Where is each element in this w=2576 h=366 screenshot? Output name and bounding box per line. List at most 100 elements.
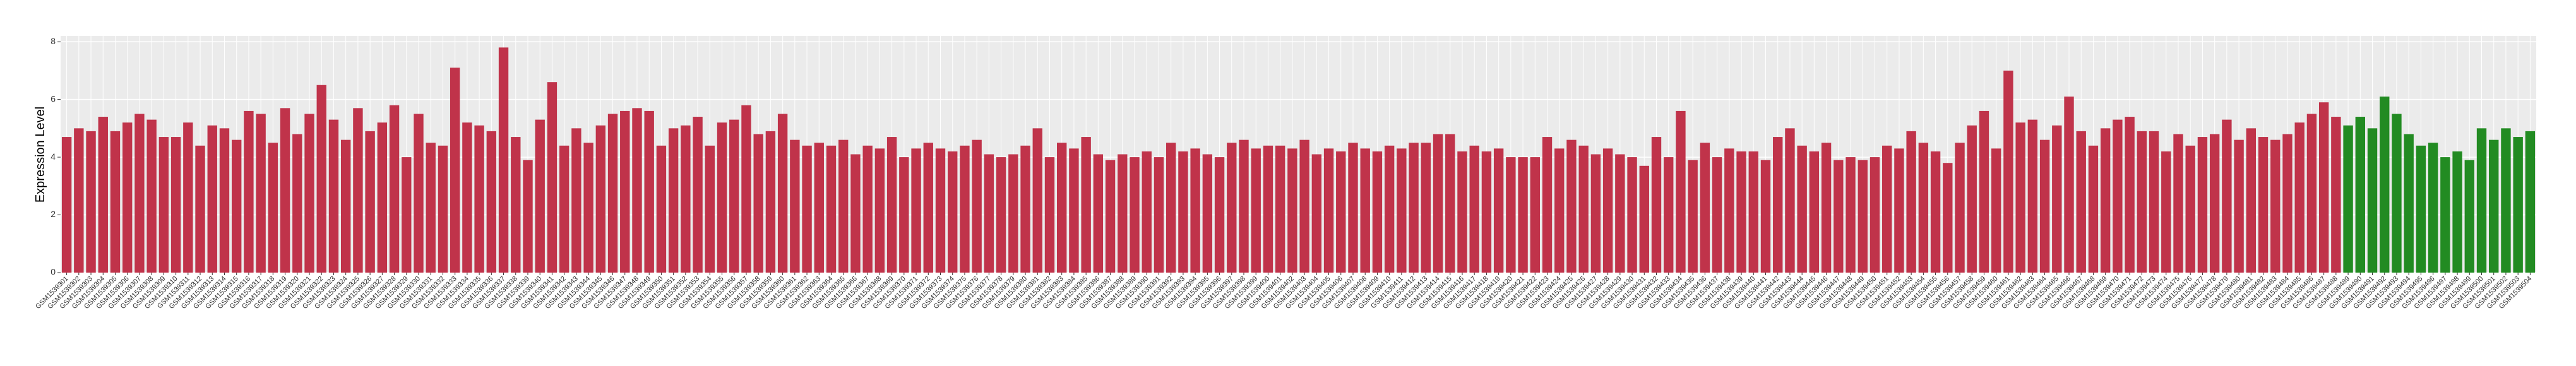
bar — [1263, 145, 1273, 273]
bar — [1821, 143, 1832, 273]
bar — [923, 143, 933, 273]
bar — [498, 47, 509, 273]
bar — [2489, 139, 2499, 273]
bar — [2440, 157, 2450, 273]
bar — [2149, 131, 2159, 273]
bar — [280, 108, 290, 273]
bar — [2076, 131, 2086, 273]
bar — [960, 145, 970, 273]
bar — [207, 125, 217, 273]
bar — [2306, 114, 2317, 273]
bar — [1882, 145, 1892, 273]
bar — [1008, 154, 1018, 273]
bar — [146, 119, 157, 273]
bar — [2064, 97, 2074, 273]
bar — [1651, 137, 1662, 273]
bar — [1857, 160, 1868, 273]
bar — [1299, 139, 1309, 273]
bar — [1602, 148, 1613, 273]
bar — [158, 137, 169, 273]
bar — [1979, 110, 1989, 273]
bar — [1118, 154, 1128, 273]
bar — [826, 145, 837, 273]
bar — [1493, 148, 1504, 273]
bar — [2173, 134, 2183, 273]
bar — [86, 131, 96, 273]
bar — [2222, 119, 2232, 273]
bar — [1360, 148, 1370, 273]
bar — [1154, 157, 1164, 273]
bar — [1930, 151, 1941, 273]
bar — [2185, 145, 2195, 273]
bar — [2052, 125, 2062, 273]
bar — [595, 125, 606, 273]
bar — [244, 110, 254, 273]
bar — [2125, 117, 2135, 273]
bar — [2039, 139, 2050, 273]
bar — [1336, 151, 1346, 273]
y-tick-label: 2 — [51, 209, 56, 219]
bar — [2513, 137, 2523, 273]
bar — [547, 82, 558, 273]
bar — [2318, 102, 2329, 273]
bar — [1323, 148, 1334, 273]
bar — [1481, 151, 1492, 273]
bar — [571, 128, 581, 273]
bar — [1894, 148, 1904, 273]
bar — [1397, 148, 1407, 273]
bar — [304, 114, 314, 273]
bar — [426, 143, 436, 273]
bar — [1069, 148, 1079, 273]
bar — [899, 157, 909, 273]
bar — [996, 157, 1006, 273]
bar — [353, 108, 363, 273]
bar — [729, 119, 739, 273]
bar — [705, 145, 715, 273]
bar — [2015, 122, 2025, 273]
bar — [292, 134, 302, 273]
bar — [790, 139, 800, 273]
bar — [1590, 154, 1601, 273]
bar — [874, 148, 885, 273]
bar — [1639, 165, 1649, 273]
bar — [110, 131, 121, 273]
bar — [1348, 143, 1358, 273]
bar — [1554, 148, 1565, 273]
bar — [984, 154, 994, 273]
bar — [1834, 160, 1844, 273]
y-tick-label: 6 — [51, 93, 56, 103]
bar — [1518, 157, 1528, 273]
bar — [2137, 131, 2147, 273]
bar — [74, 128, 84, 273]
bar — [183, 122, 193, 273]
bar — [1943, 163, 1953, 273]
bar — [1967, 125, 1977, 273]
bar — [972, 139, 982, 273]
bar — [170, 137, 181, 273]
bar — [2476, 128, 2487, 273]
bar — [559, 145, 569, 273]
bar — [1712, 157, 1722, 273]
bar — [1869, 157, 1880, 273]
bar — [1846, 157, 1856, 273]
bar — [2464, 160, 2474, 273]
bar — [644, 110, 654, 273]
y-tick-label: 4 — [51, 151, 56, 162]
bar — [474, 125, 484, 273]
bar — [1275, 145, 1285, 273]
bar — [389, 105, 400, 273]
bar — [450, 68, 460, 273]
bar — [1093, 154, 1104, 273]
bar — [2525, 131, 2536, 273]
bar — [765, 131, 776, 273]
bar — [1020, 145, 1030, 273]
bar — [1542, 137, 1553, 273]
bar — [1457, 151, 1467, 273]
bar — [1032, 128, 1042, 273]
bar — [61, 137, 72, 273]
bar — [1311, 154, 1322, 273]
y-tick-label: 0 — [51, 267, 56, 277]
bar — [1955, 143, 1965, 273]
bar — [365, 131, 375, 273]
bar — [1530, 157, 1540, 273]
